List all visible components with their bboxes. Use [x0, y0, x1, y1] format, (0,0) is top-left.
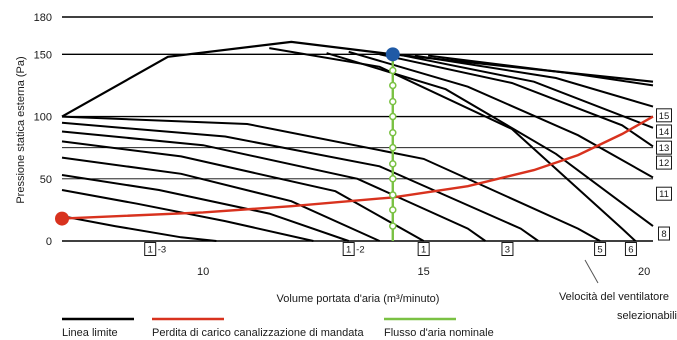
speed-label-right-1: 14 — [656, 124, 672, 139]
speed-label-right-1-text: 14 — [659, 127, 670, 138]
speed-label-bottom-1-suffix: -2 — [356, 245, 364, 256]
fan-curve-series-2 — [61, 174, 350, 242]
speed-label-right-3-box — [656, 155, 672, 170]
fan-speed-title-line1: Velocità del ventilatore — [559, 291, 669, 303]
speed-label-bottom-5-box — [624, 242, 637, 256]
x-tick-labels: 10 15 20 — [197, 266, 650, 278]
speed-label-bottom-1: 1 -2 — [342, 242, 365, 256]
nominal-flow-marker-6 — [389, 160, 397, 168]
nominal-flow-marker-5 — [389, 143, 397, 152]
x-tick-label-15: 15 — [418, 266, 430, 278]
speed-label-right-5-text: 8 — [661, 229, 666, 240]
y-tick-label-150: 150 — [34, 49, 52, 61]
y-tick-label-0: 0 — [46, 236, 52, 248]
speed-label-bottom-0-suffix: -3 — [158, 245, 166, 256]
fan-speed-title: Velocità del ventilatore selezionabili — [559, 259, 677, 322]
speed-label-bottom-4-text: 5 — [597, 245, 602, 256]
pressure-loss-path — [61, 115, 654, 220]
speed-label-bottom-4: 5 — [594, 242, 607, 256]
fan-curve-5 — [61, 115, 601, 242]
fan-curve-1-3 — [61, 215, 217, 242]
speed-label-right-2-box — [656, 140, 672, 155]
speed-label-bottom-5-text: 6 — [628, 245, 633, 256]
speed-label-bottom-2-text: 1 — [421, 245, 426, 256]
fan-speed-title-line2: selezionabili — [617, 310, 677, 322]
fan-curve-6 — [269, 47, 637, 242]
x-tick-label-20: 20 — [638, 266, 650, 278]
speed-label-bottom-1-text: 1 — [346, 245, 351, 256]
nominal-flow-marker-9 — [389, 206, 397, 214]
fan-curve-12 — [379, 53, 654, 148]
speed-label-bottom-3-box — [501, 242, 514, 256]
speed-label-bottom-3-text: 3 — [505, 245, 510, 256]
nominal-flow-marker-8 — [389, 191, 397, 199]
speed-label-right-1-box — [656, 124, 672, 139]
speed-label-right-0: 15 — [656, 108, 672, 123]
y-axis-title: Pressione statica esterna (Pa) — [15, 56, 27, 203]
speed-label-right-5: 8 — [658, 226, 670, 241]
nominal-flow-marker-4 — [389, 128, 397, 137]
fan-curve-8 — [326, 52, 654, 227]
legend: Linea limite Perdita di carico canalizzaz… — [62, 317, 494, 339]
pressure-loss-start-marker — [55, 211, 69, 226]
fan-curve-series-5 — [61, 130, 486, 242]
x-axis-title: Volume portata d'aria (m³/minuto) — [277, 293, 440, 305]
nominal-flow-marker-10 — [389, 222, 397, 230]
nominal-flow-marker-7 — [389, 175, 397, 183]
nominal-flow-marker-2 — [389, 97, 397, 106]
speed-label-right-4-text: 11 — [659, 189, 669, 200]
speed-label-right-2: 13 — [656, 140, 672, 155]
legend-label-0: Linea limite — [62, 327, 118, 339]
y-tick-labels: 0 50 100 150 180 — [34, 12, 52, 248]
speed-label-right-4-box — [656, 186, 672, 201]
fan-curves — [61, 47, 654, 242]
legend-label-1: Perdita di carico canalizzazione di mand… — [152, 327, 364, 339]
nominal-flow-marker-1 — [389, 81, 397, 90]
speed-label-bottom-0: 1 -3 — [144, 242, 166, 256]
fan-curve-1-2 — [61, 156, 381, 242]
speed-label-bottom-4-box — [594, 242, 607, 256]
speed-label-bottom-5: 6 — [624, 242, 637, 256]
speed-label-right-2-text: 13 — [659, 143, 670, 154]
fan-curve-3 — [61, 121, 539, 242]
nominal-flow-marker-0 — [389, 66, 397, 75]
pressure-loss-curve — [55, 115, 654, 226]
y-tick-label-100: 100 — [34, 112, 52, 124]
y-tick-label-50: 50 — [40, 174, 52, 186]
y-tick-label-180: 180 — [34, 12, 52, 24]
speed-label-bottom-1-box — [342, 242, 355, 256]
speed-label-bottom-2-box — [417, 242, 430, 256]
speed-label-right-3: 12 — [656, 155, 672, 170]
fan-curve-13 — [397, 53, 654, 129]
fan-curve-11 — [348, 50, 654, 179]
speed-label-right-4: 11 — [656, 186, 672, 201]
limit-line-path — [61, 40, 654, 118]
speed-label-right-0-text: 15 — [659, 111, 670, 122]
speed-label-bottom-2: 1 — [417, 242, 430, 256]
nominal-flow-top-marker — [385, 47, 400, 62]
x-tick-label-10: 10 — [197, 266, 209, 278]
fan-curve-1 — [61, 140, 425, 242]
speed-label-bottom-0-text: 1 — [148, 245, 153, 256]
fan-curve-14 — [414, 54, 654, 108]
fan-speed-title-pointer — [584, 259, 599, 284]
speed-label-bottom-3: 3 — [501, 242, 514, 256]
grid-lines — [62, 16, 653, 242]
legend-label-2: Flusso d'aria nominale — [384, 327, 494, 339]
limit-line — [61, 40, 654, 118]
nominal-flow-line — [385, 47, 400, 241]
nominal-flow-marker-3 — [389, 112, 397, 121]
speed-label-right-3-text: 12 — [659, 158, 670, 169]
speed-label-right-0-box — [656, 108, 672, 123]
speed-label-bottom-0-box — [144, 242, 157, 256]
speed-label-right-5-box — [658, 226, 670, 241]
